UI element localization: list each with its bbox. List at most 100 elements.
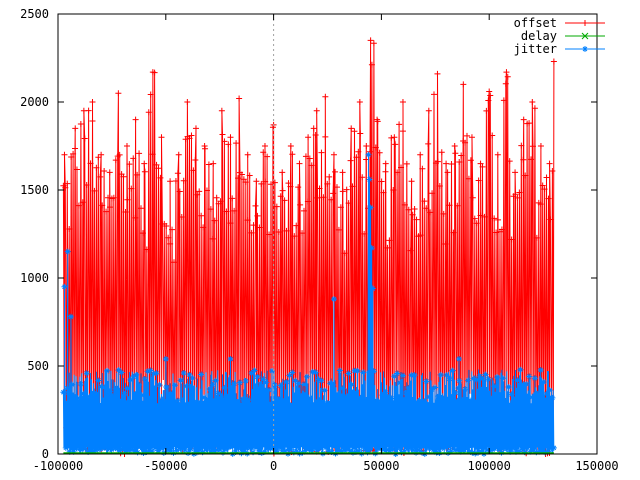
offset-point: [372, 144, 379, 151]
offset-point: [491, 215, 498, 222]
offset-point: [99, 202, 106, 209]
offset-point: [382, 160, 389, 167]
jitter-point: [292, 377, 299, 384]
jitter-point: [430, 446, 437, 453]
offset-point: [242, 179, 249, 186]
jitter-point: [241, 448, 248, 455]
jitter-point: [263, 379, 270, 386]
jitter-point: [186, 371, 193, 378]
offset-point: [211, 217, 218, 224]
jitter-point: [363, 397, 370, 404]
offset-point: [115, 90, 122, 97]
offset-point: [227, 220, 234, 227]
jitter-point: [247, 445, 254, 452]
offset-point: [221, 138, 228, 145]
offset-point: [244, 217, 251, 224]
plot-frame: [57, 13, 598, 455]
offset-point: [62, 184, 69, 191]
jitter-point: [124, 385, 131, 392]
offset-point: [396, 121, 403, 128]
offset-point: [248, 229, 255, 236]
jitter-point: [427, 444, 434, 451]
offset-point: [297, 201, 304, 208]
jitter-point: [80, 390, 87, 397]
jitter-point: [507, 448, 514, 455]
jitter-point: [108, 446, 115, 453]
jitter-point: [508, 391, 515, 398]
offset-point: [229, 195, 236, 202]
offset-point: [434, 70, 441, 77]
offset-point: [308, 162, 315, 169]
jitter-point: [514, 377, 521, 384]
jitter-point: [314, 447, 321, 454]
jitter-point: [115, 367, 122, 374]
offset-point: [252, 202, 259, 209]
jitter-point: [376, 399, 383, 406]
jitter-point: [143, 449, 150, 456]
jitter-point: [280, 398, 287, 405]
jitter-point: [67, 313, 74, 320]
offset-point: [258, 180, 265, 187]
jitter-point: [173, 447, 180, 454]
offset-point: [434, 158, 441, 165]
offset-point: [479, 163, 486, 170]
jitter-point: [295, 380, 302, 387]
offset-point: [446, 202, 453, 209]
jitter-point: [352, 448, 359, 455]
jitter-point: [82, 444, 89, 451]
jitter-point: [420, 398, 427, 405]
offset-point: [98, 151, 105, 158]
offset-point: [261, 143, 268, 149]
offset-point: [356, 99, 363, 105]
offset-point: [417, 151, 424, 158]
offset-point: [355, 148, 362, 155]
offset-point: [266, 231, 273, 238]
jitter-point: [121, 391, 128, 398]
offset-point: [260, 149, 267, 156]
jitter-point: [104, 367, 111, 374]
jitter-point: [65, 389, 72, 396]
offset-point: [105, 194, 112, 201]
jitter-point: [344, 445, 351, 452]
jitter-point: [473, 376, 480, 383]
offset-point: [238, 171, 245, 178]
jitter-point: [306, 396, 313, 403]
offset-point: [550, 58, 557, 65]
offset-point: [322, 133, 329, 140]
jitter-point: [470, 375, 477, 382]
axes: -100000 -50000 0 50000 100000 150000 0 500 1000 1…: [20, 7, 619, 473]
jitter-point: [252, 444, 259, 451]
jitter-point: [102, 444, 109, 451]
offset-point: [235, 175, 242, 182]
offset-point: [172, 177, 179, 184]
jitter-point: [268, 367, 275, 374]
jitter-point: [463, 444, 470, 451]
offset-point: [357, 130, 364, 137]
jitter-point: [293, 448, 300, 455]
offset-point: [500, 97, 507, 104]
offset-point: [180, 177, 187, 184]
jitter-point: [546, 387, 553, 394]
jitter-point: [327, 380, 334, 387]
offset-point: [83, 182, 90, 189]
jitter-point: [437, 371, 444, 378]
offset-point: [440, 210, 447, 217]
legend-label-delay: delay: [521, 29, 557, 43]
offset-point: [223, 208, 230, 215]
jitter-point: [450, 445, 457, 452]
jitter-point: [534, 391, 541, 398]
jitter-point: [120, 445, 127, 452]
offset-point: [443, 160, 450, 167]
jitter-point: [338, 447, 345, 454]
offset-point: [345, 200, 352, 207]
offset-point: [368, 61, 375, 68]
jitter-point: [201, 394, 208, 401]
offset-point: [194, 191, 201, 198]
offset-point: [310, 125, 317, 132]
offset-point: [370, 40, 377, 47]
jitter-point: [198, 371, 205, 378]
jitter-point: [391, 373, 398, 380]
offset-point: [529, 99, 536, 105]
